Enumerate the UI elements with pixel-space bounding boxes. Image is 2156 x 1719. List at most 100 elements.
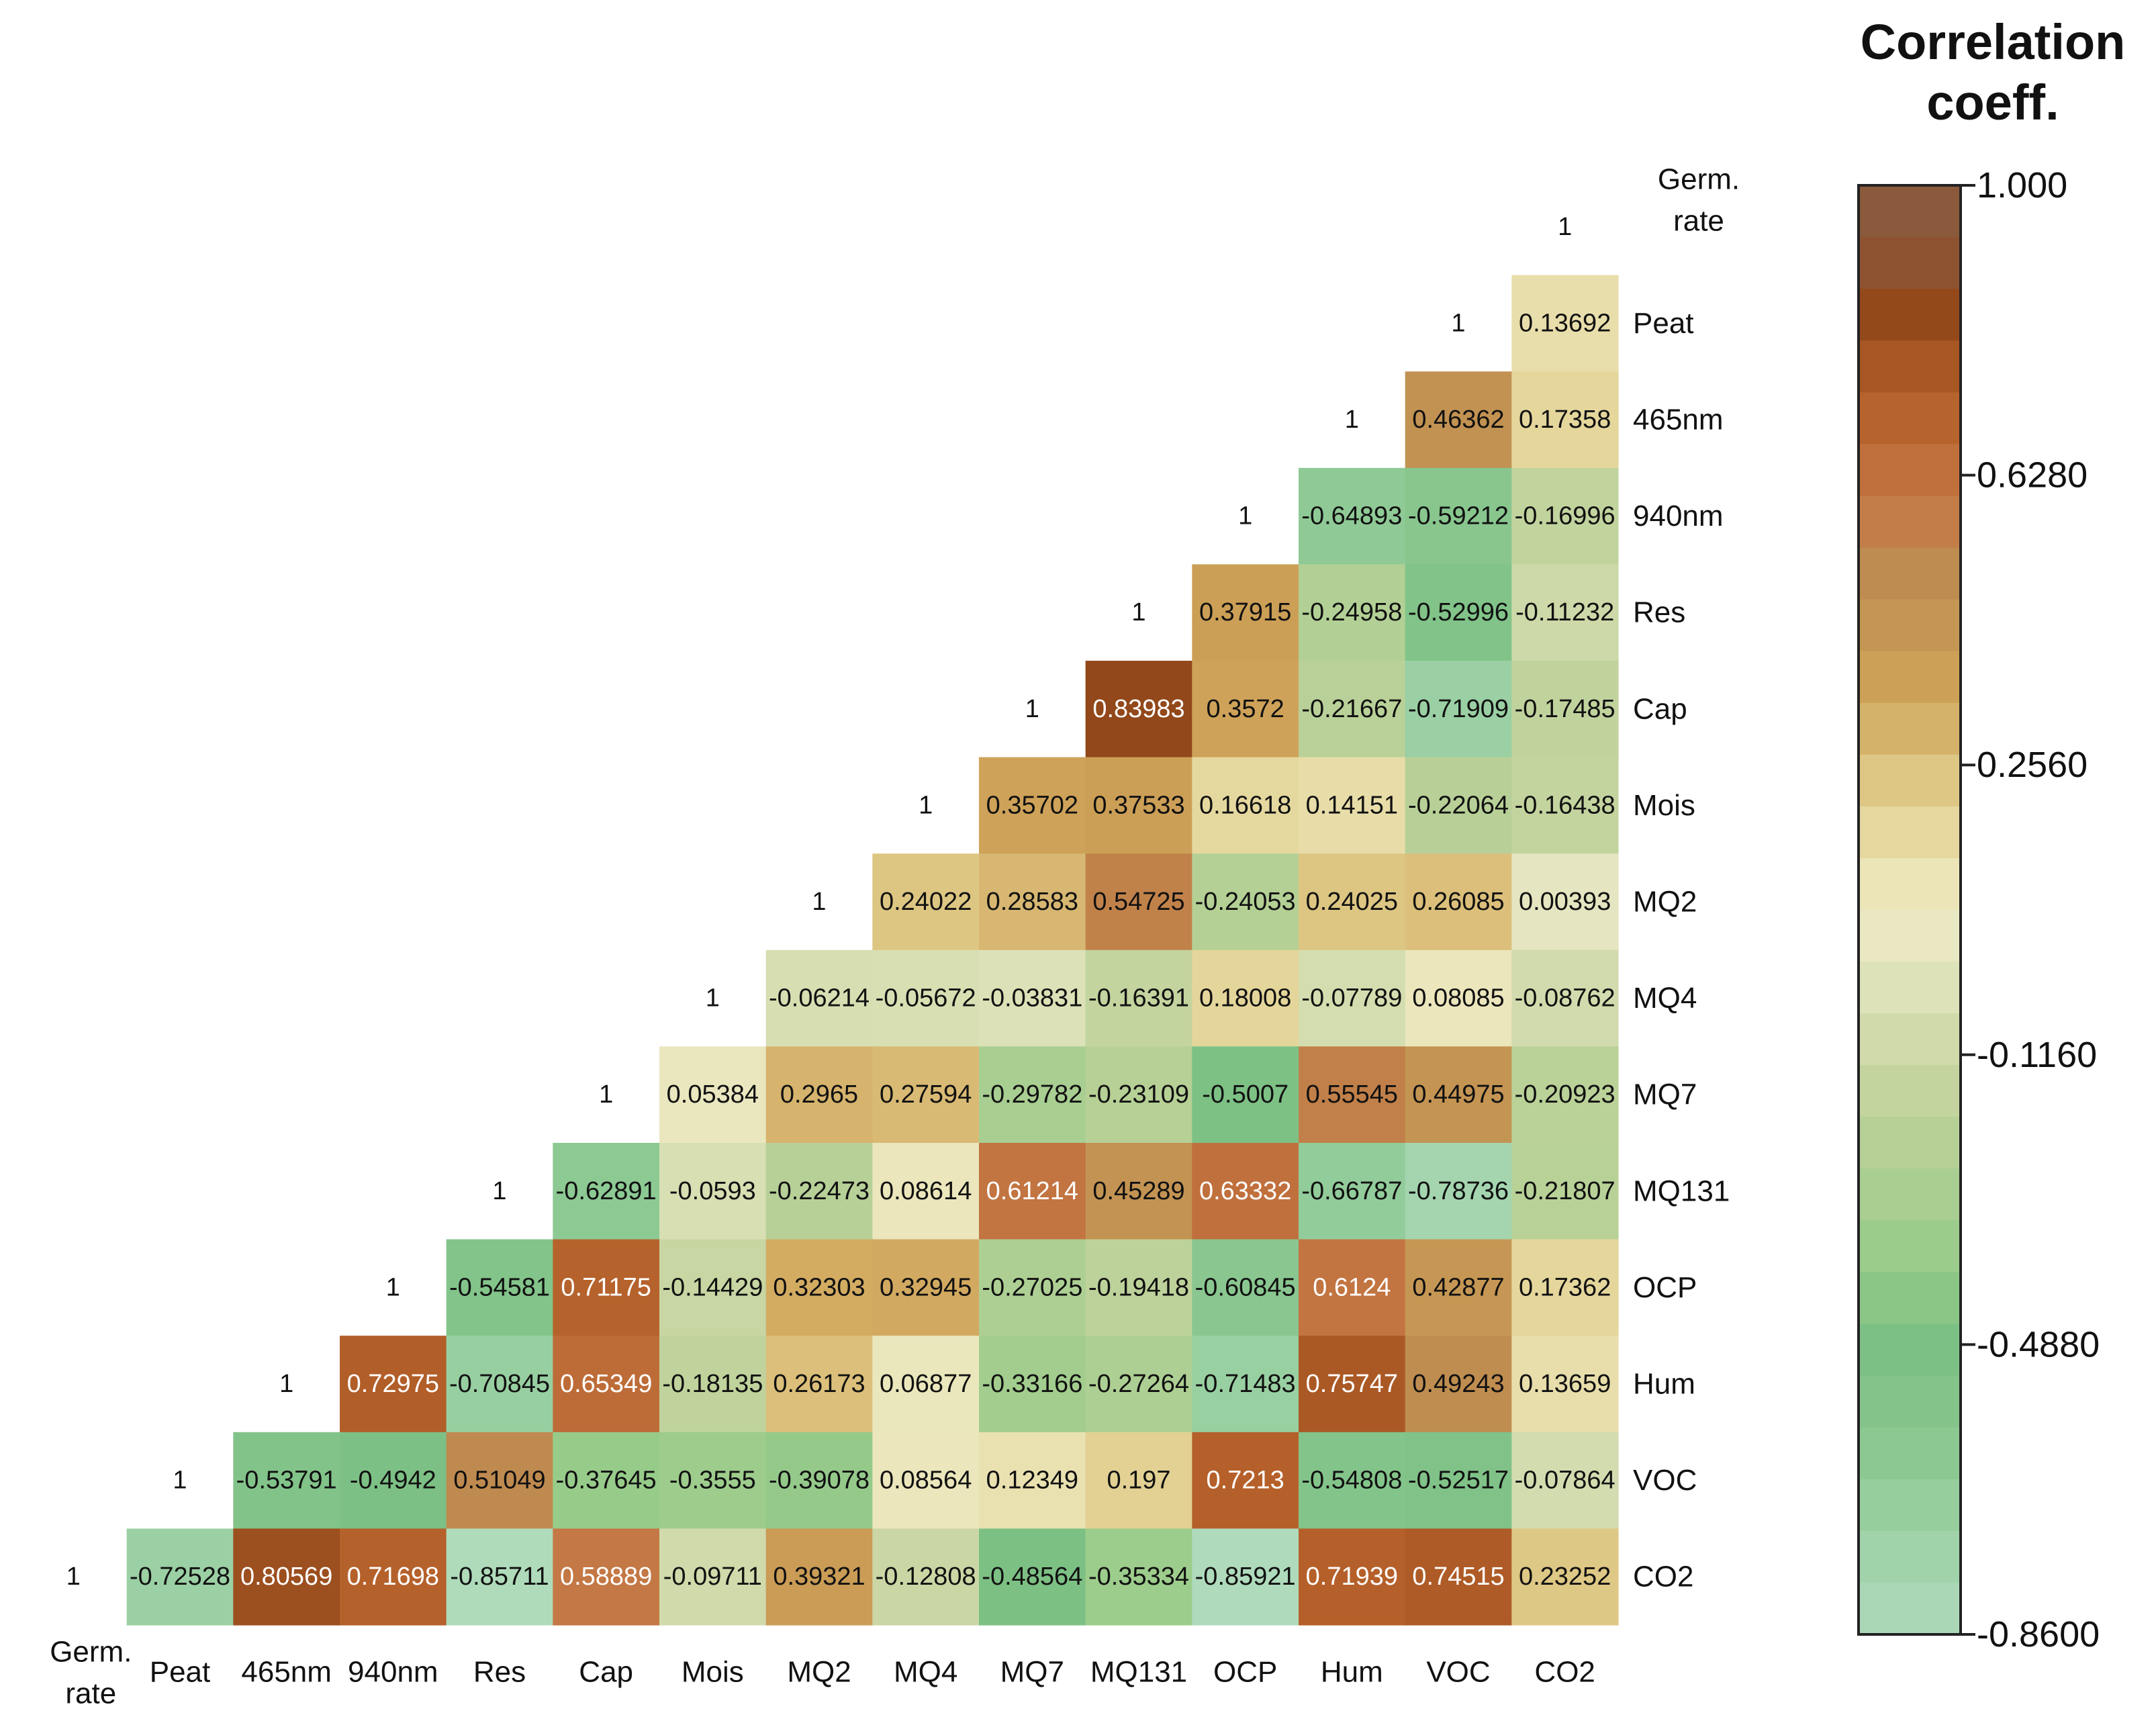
cell-value-label: 0.51049 [453,1467,545,1495]
heatmap-cell-co2-940 [340,1528,447,1626]
heatmap-cell-mq131-cap [553,1143,660,1240]
heatmap-cell-peat-co2 [1511,275,1619,372]
cell-value-label: 0.28583 [986,888,1078,916]
colorbar-band [1859,599,1961,652]
heatmap-cell-mq131-mq7 [979,1143,1086,1240]
heatmap-cell-hum-hum [1299,1336,1406,1433]
heatmap-cell-mq2-ocp [1192,853,1299,951]
heatmap-cell-hum-res [446,1336,553,1433]
cell-value-label: 1 [1558,213,1572,241]
heatmap-cell-co2-mq2 [765,1528,873,1626]
cell-value-label: -0.21667 [1301,695,1402,723]
cell-value-label: 0.45289 [1092,1177,1184,1205]
heatmap-cell-mq7-hum [1299,1046,1406,1144]
heatmap-cell-ocp-mq4 [872,1239,980,1336]
cell-value-label: -0.29782 [982,1080,1082,1109]
cell-value-label: 0.46362 [1412,406,1504,434]
cell-value-label: -0.85921 [1195,1563,1296,1591]
cell-value-label: -0.27025 [982,1273,1082,1301]
cell-value-label: -0.48564 [982,1563,1082,1591]
heatmap-cell-voc-mq7 [979,1432,1086,1529]
cell-value-label: 0.49243 [1412,1370,1504,1398]
heatmap-cell-mq4-mq7 [979,949,1086,1047]
heatmap-cell-465-co2 [1511,371,1619,469]
cell-value-label: -0.52996 [1408,598,1509,626]
colorbar-band [1859,1530,1961,1583]
colorbar-band [1859,1427,1961,1480]
colorbar-band [1859,1168,1961,1221]
colorbar-band [1859,806,1961,859]
cell-value-label: -0.39078 [769,1467,870,1495]
heatmap-cell-voc-voc [1405,1432,1512,1529]
heatmap-cell-cap-co2 [1511,661,1619,758]
heatmap-cell-mq4-hum [1299,949,1406,1047]
heatmap-cell-ocp-ocp [1192,1239,1299,1336]
cell-value-label: 0.80569 [240,1563,332,1591]
cell-value-label: 0.71939 [1306,1563,1398,1591]
heatmap-cell-940-voc [1405,467,1512,565]
heatmap-cell-co2-voc [1405,1528,1512,1626]
cell-value-label: 0.2965 [780,1080,858,1109]
cell-value-label: 0.65349 [560,1370,652,1398]
cell-value-label: 1 [812,888,826,916]
heatmap-cell-hum-mq7 [979,1336,1086,1433]
cell-value-label: 0.3572 [1207,695,1284,723]
cell-value-label: 0.71175 [561,1273,651,1301]
cell-value-label: 1 [706,984,720,1013]
column-label-voc: VOC [1426,1656,1490,1689]
colorbar-band [1859,289,1961,341]
cell-value-label: 0.08564 [880,1467,972,1495]
cell-value-label: 0.08614 [880,1177,972,1205]
colorbar-band [1859,496,1961,549]
cell-value-label: 0.26085 [1412,888,1504,916]
colorbar-band [1859,1220,1961,1273]
row-label-mq7: MQ7 [1633,1078,1697,1111]
cell-value-label: -0.33166 [982,1370,1082,1398]
heatmap-cell-ocp-voc [1405,1239,1512,1336]
cell-value-label: 0.24025 [1306,888,1398,916]
row-label-940: 940nm [1633,500,1724,532]
cell-value-label: -0.05672 [876,984,976,1013]
cell-value-label: 0.17362 [1519,1273,1611,1301]
cell-value-label: 0.24022 [880,888,972,916]
heatmap-cell-co2-mq7 [979,1528,1086,1626]
heatmap-cell-mq4-ocp [1192,949,1299,1047]
cell-value-label: 0.63332 [1199,1177,1291,1205]
heatmap-cell-mq131-voc [1405,1143,1512,1240]
heatmap-cell-voc-co2 [1511,1432,1619,1529]
colorbar-band [1859,651,1961,704]
colorbar-band [1859,1013,1961,1066]
heatmap-cell-co2-hum [1299,1528,1406,1626]
cell-value-label: -0.78736 [1408,1177,1509,1205]
cell-value-label: -0.4942 [350,1467,436,1495]
heatmap-cell-mq7-mq2 [765,1046,873,1144]
heatmap-cell-ocp-mq7 [979,1239,1086,1336]
heatmap-cell-mq131-mq2 [765,1143,873,1240]
cell-value-label: 0.74515 [1412,1563,1504,1591]
heatmap-cell-mois-voc [1405,757,1512,854]
heatmap-cell-res-ocp [1192,564,1299,661]
cell-value-label: -0.17485 [1515,695,1615,723]
heatmap-cell-co2-cap [553,1528,660,1626]
colorbar-tick-label: -0.4880 [1977,1324,2100,1364]
cell-value-label: 0.06877 [880,1370,972,1398]
heatmap-cell-co2-peat [126,1528,234,1626]
heatmap-cell-mq131-ocp [1192,1143,1299,1240]
row-label-germ: Germ. [1658,162,1740,195]
heatmap-cell-465-voc [1405,371,1512,469]
cell-value-label: -0.24958 [1301,598,1402,626]
heatmap-cells: 1 1 0.13692 1 0.46362 0.17358 1 -0.64893 -0.5921… [66,213,1619,1626]
colorbar-band [1859,1323,1961,1377]
heatmap-cell-co2-mois [659,1528,767,1626]
colorbar-border [1857,184,1962,1636]
cell-value-label: 1 [279,1370,293,1398]
cell-value-label: -0.35334 [1088,1563,1189,1591]
cell-value-label: -0.09711 [663,1563,762,1591]
column-label-hum: Hum [1321,1656,1383,1689]
cell-value-label: -0.52517 [1408,1467,1509,1495]
heatmap-cell-hum-ocp [1192,1336,1299,1433]
column-label-cap: Cap [579,1656,633,1689]
cell-value-label: 0.55545 [1306,1080,1398,1109]
colorbar-band [1859,392,1961,445]
